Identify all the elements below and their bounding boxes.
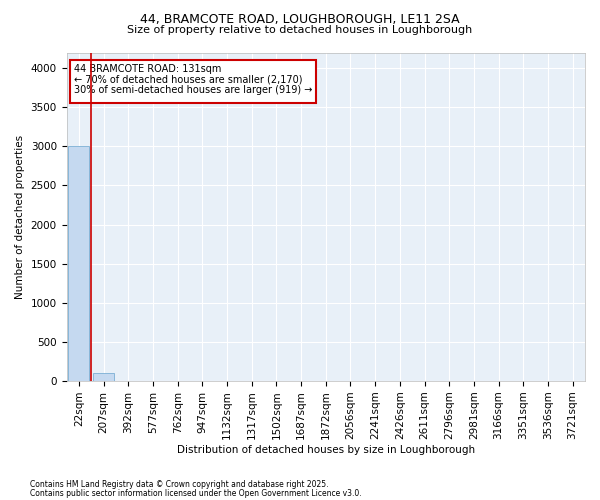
X-axis label: Distribution of detached houses by size in Loughborough: Distribution of detached houses by size …: [177, 445, 475, 455]
Text: Contains HM Land Registry data © Crown copyright and database right 2025.: Contains HM Land Registry data © Crown c…: [30, 480, 329, 489]
Text: Contains public sector information licensed under the Open Government Licence v3: Contains public sector information licen…: [30, 489, 362, 498]
Text: 44, BRAMCOTE ROAD, LOUGHBOROUGH, LE11 2SA: 44, BRAMCOTE ROAD, LOUGHBOROUGH, LE11 2S…: [140, 12, 460, 26]
Text: 44 BRAMCOTE ROAD: 131sqm: 44 BRAMCOTE ROAD: 131sqm: [74, 64, 221, 74]
Text: ← 70% of detached houses are smaller (2,170): ← 70% of detached houses are smaller (2,…: [74, 74, 302, 85]
Text: Size of property relative to detached houses in Loughborough: Size of property relative to detached ho…: [127, 25, 473, 35]
Bar: [68, 146, 89, 381]
Bar: [93, 373, 114, 381]
Y-axis label: Number of detached properties: Number of detached properties: [15, 134, 25, 299]
FancyBboxPatch shape: [70, 60, 316, 102]
Text: 30% of semi-detached houses are larger (919) →: 30% of semi-detached houses are larger (…: [74, 86, 313, 96]
